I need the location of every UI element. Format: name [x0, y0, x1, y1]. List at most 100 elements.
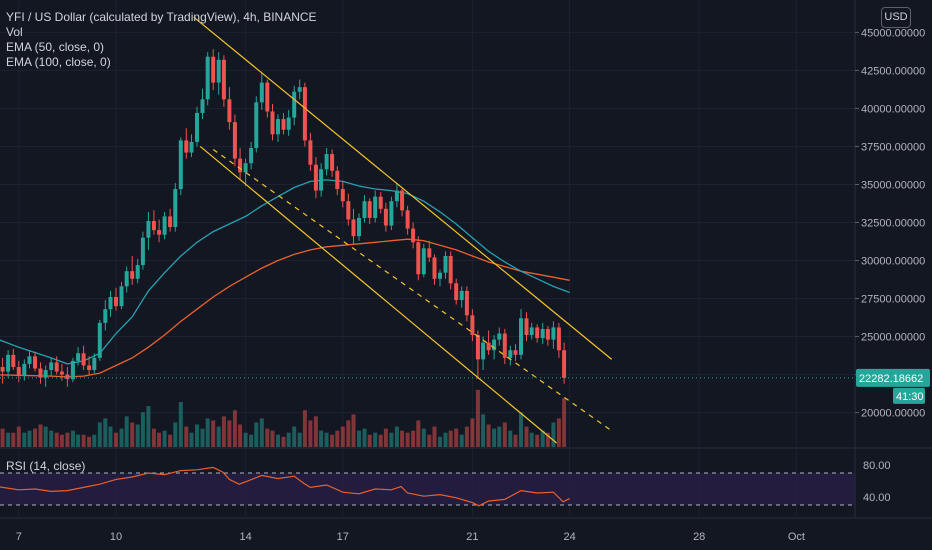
volume-bar: [562, 397, 567, 447]
candle: [335, 166, 340, 196]
volume-bar: [540, 430, 545, 447]
volume-bar: [38, 424, 43, 447]
volume-bar: [357, 430, 361, 447]
candle: [227, 87, 232, 130]
volume-bar: [130, 422, 135, 447]
candle: [162, 211, 167, 240]
candle-body: [108, 297, 113, 310]
candle-body: [124, 271, 129, 287]
candle-body: [0, 366, 5, 372]
rsi-band: [0, 473, 855, 505]
volume-bar: [221, 416, 226, 447]
chart-legend: YFI / US Dollar (calculated by TradingVi…: [6, 10, 317, 70]
candle: [475, 330, 480, 380]
candle: [389, 196, 394, 231]
volume-bar: [162, 430, 167, 447]
candle-body: [319, 169, 324, 191]
candle: [0, 357, 5, 384]
candle-body: [545, 328, 550, 340]
volume-bar: [43, 426, 48, 447]
time-tick-label: 14: [239, 531, 251, 543]
volume-bar: [76, 434, 81, 447]
volume-bar: [146, 406, 151, 447]
volume-bar: [340, 426, 345, 447]
ema50-indicator-label[interactable]: EMA (50, close, 0): [6, 40, 105, 54]
volume-bar: [49, 430, 54, 447]
candle: [297, 79, 302, 100]
candle: [540, 322, 545, 345]
countdown-tag: [893, 387, 925, 404]
candle: [486, 330, 491, 355]
volume-bar: [254, 422, 259, 447]
candle-body: [497, 333, 502, 340]
candle-body: [259, 82, 264, 103]
trend-channel-line[interactable]: [199, 145, 558, 444]
candle: [27, 350, 32, 369]
candle-body: [464, 290, 469, 316]
candle: [124, 266, 129, 293]
candle: [357, 213, 361, 241]
price-tick-label: 20000.00000: [861, 408, 925, 420]
candle: [184, 128, 189, 159]
candle: [232, 114, 237, 167]
candle: [249, 141, 254, 170]
candle-body: [448, 255, 453, 284]
volume-bar: [535, 434, 540, 447]
volume-bar: [81, 434, 86, 447]
price-tick-label: 27500.00000: [861, 294, 925, 306]
rsi-axis[interactable]: 40.00 80.00: [863, 460, 891, 504]
candle-body: [470, 315, 475, 336]
candle: [151, 210, 156, 235]
candle: [205, 52, 210, 106]
candle-body: [200, 99, 205, 114]
candle-body: [454, 283, 459, 301]
candle: [281, 113, 286, 135]
candle: [135, 258, 140, 284]
volume-bar: [405, 432, 410, 447]
candle: [432, 254, 437, 285]
volume-indicator-label[interactable]: Vol: [6, 25, 23, 39]
ema50-line: [0, 179, 570, 365]
candle-body: [324, 154, 329, 170]
ema100-line: [0, 238, 570, 378]
volume-bar: [367, 434, 372, 447]
candle: [168, 208, 173, 232]
candle: [157, 219, 162, 243]
volume-bar: [508, 430, 513, 447]
volume-bars: [0, 389, 567, 447]
candle-body: [508, 350, 513, 358]
rsi-indicator-label[interactable]: RSI (14, close): [6, 459, 86, 473]
candle: [351, 208, 356, 244]
channel-drawings[interactable]: [193, 16, 613, 444]
candle: [221, 55, 226, 107]
trend-channel-line[interactable]: [193, 16, 613, 360]
time-axis[interactable]: 7 10 14 17 21 24 28 Oct: [16, 531, 805, 543]
volume-bar: [292, 426, 297, 447]
candle-body: [76, 353, 81, 361]
candle-body: [346, 201, 351, 220]
volume-bar: [227, 420, 232, 447]
symbol-title[interactable]: YFI / US Dollar (calculated by TradingVi…: [6, 10, 317, 24]
candle-body: [281, 119, 286, 130]
candle: [81, 345, 86, 371]
volume-bar: [519, 412, 523, 447]
volume-bar: [92, 434, 97, 447]
candle: [173, 182, 178, 232]
candle-body: [227, 99, 232, 123]
price-axis[interactable]: 20000.0000022500.0000025000.0000027500.0…: [855, 27, 925, 420]
candle-body: [221, 59, 226, 100]
candle: [405, 205, 410, 235]
currency-button[interactable]: USD: [881, 7, 911, 28]
price-tick-label: 35000.00000: [861, 179, 925, 191]
candle-body: [330, 154, 335, 171]
candle: [119, 281, 124, 310]
ema100-indicator-label[interactable]: EMA (100, close, 0): [6, 55, 111, 69]
candle-body: [432, 257, 437, 279]
trend-channel-line[interactable]: [212, 149, 613, 432]
candle-body: [529, 327, 534, 336]
candle-body: [351, 219, 356, 237]
candle: [378, 192, 383, 214]
volume-bar: [87, 436, 92, 447]
candle: [130, 255, 135, 285]
